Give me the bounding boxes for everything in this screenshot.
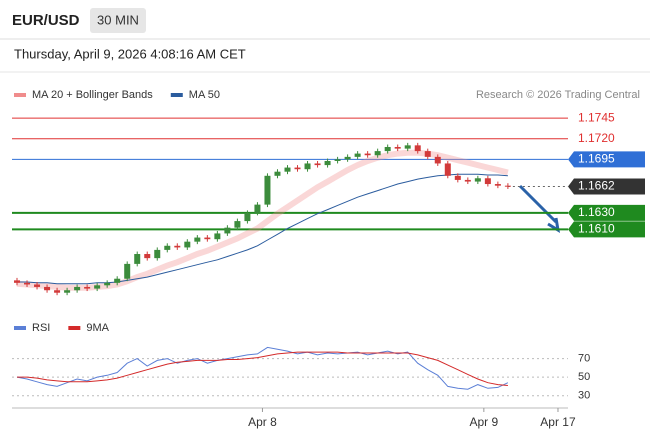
timeframe: 30 MIN: [97, 12, 139, 27]
candle-body: [444, 163, 451, 176]
candle-body: [234, 221, 241, 228]
candle-body: [344, 156, 351, 160]
x-tick-label: Apr 8: [248, 415, 277, 429]
candle-body: [474, 178, 481, 182]
level-label: 1.1745: [578, 110, 615, 124]
candle-body: [194, 237, 201, 242]
candle-body: [84, 286, 91, 289]
series-line: [16, 346, 509, 390]
candle-body: [154, 249, 161, 259]
timeframe-box: [90, 8, 146, 33]
x-tick-label: Apr 9: [470, 415, 499, 429]
candle-body: [104, 282, 111, 286]
candle-body: [74, 286, 81, 291]
y-tick-label: 70: [578, 352, 590, 364]
level-label: 1.1630: [578, 205, 615, 219]
level-tag: [568, 178, 645, 195]
candle-body: [34, 284, 41, 287]
candle-body: [384, 146, 391, 152]
candle-body: [464, 179, 471, 182]
candle-body: [494, 184, 501, 186]
candle-body: [484, 178, 491, 185]
legend-label: MA 50: [189, 89, 220, 101]
datetime: Thursday, April 9, 2026 4:08:16 AM CET: [14, 46, 246, 61]
candle-body: [144, 254, 151, 259]
candle-body: [304, 163, 311, 170]
candle-body: [284, 167, 291, 172]
candle-body: [224, 227, 231, 234]
candle-body: [294, 167, 301, 170]
candle-body: [374, 151, 381, 156]
symbol: EUR/USD: [12, 12, 80, 29]
y-tick-label: 30: [578, 390, 590, 402]
candle-body: [54, 290, 61, 293]
legend-label: 9MA: [86, 322, 109, 334]
legend-swatch: [170, 93, 183, 97]
candle-body: [114, 278, 121, 283]
credit: Research © 2026 Trading Central: [476, 89, 640, 101]
candle-body: [44, 286, 51, 291]
candle-body: [184, 241, 191, 248]
level-tag: [568, 204, 645, 221]
level-tag: [568, 151, 645, 168]
level-label: 1.1695: [578, 152, 615, 166]
level-label: 1.1720: [578, 131, 615, 145]
candle-body: [394, 146, 401, 149]
candle-body: [124, 263, 131, 279]
candle-body: [164, 245, 171, 250]
candle-body: [134, 254, 141, 264]
series-line: [17, 351, 508, 386]
candle-body: [334, 159, 341, 161]
candle-body: [364, 153, 371, 156]
candle-body: [204, 237, 211, 240]
candle-body: [24, 282, 31, 285]
candle-body: [424, 151, 431, 157]
x-tick-label: Apr 17: [540, 415, 576, 429]
legend-swatch: [68, 326, 81, 330]
candle-body: [414, 145, 421, 152]
candle-body: [64, 290, 71, 293]
legend-label: MA 20 + Bollinger Bands: [32, 89, 153, 101]
candle-body: [314, 163, 321, 166]
candle-body: [244, 212, 251, 222]
candle-body: [214, 233, 221, 240]
series-line: [17, 173, 508, 285]
candle-body: [454, 175, 461, 180]
candle-body: [14, 280, 21, 283]
legend-swatch: [14, 326, 26, 330]
candle-body: [94, 285, 101, 289]
candle-body: [274, 171, 281, 176]
candle-body: [264, 175, 271, 205]
level-label: 1.1610: [578, 221, 615, 235]
level-label: 1.1662: [578, 179, 615, 193]
legend-swatch: [14, 93, 26, 97]
y-tick-label: 50: [578, 371, 590, 383]
legend-label: RSI: [32, 322, 50, 334]
candle-body: [324, 160, 331, 166]
candle-body: [404, 145, 411, 149]
candle-body: [434, 156, 441, 164]
candle-body: [254, 204, 261, 213]
candle-body: [354, 153, 361, 157]
candle-body: [174, 245, 181, 248]
level-tag: [568, 221, 645, 238]
candle-body: [504, 185, 511, 187]
